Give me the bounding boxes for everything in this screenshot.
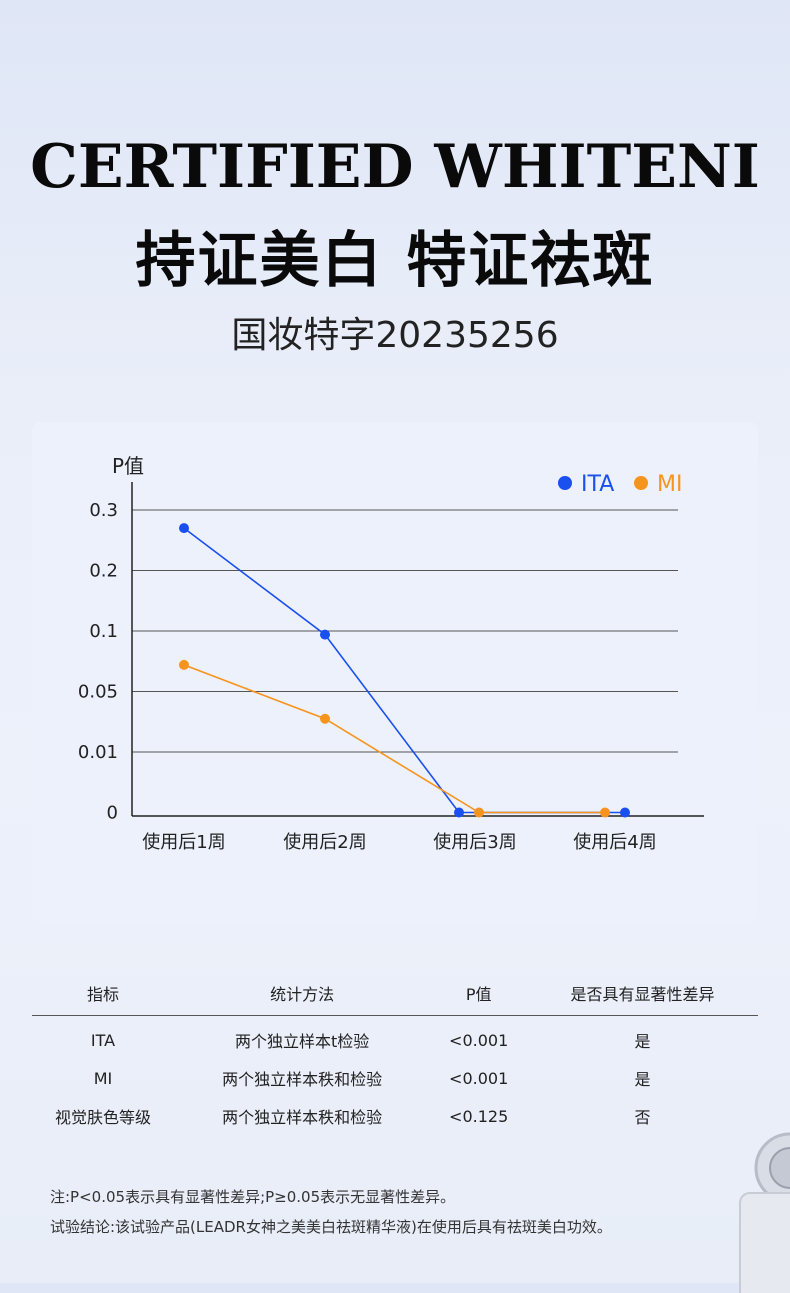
hero-title-en: CERTIFIED WHITENI (30, 132, 760, 202)
data-point-mi (320, 713, 330, 724)
table-cell: 两个独立样本秩和检验 (222, 1108, 383, 1127)
table-cell: <0.001 (449, 1030, 509, 1050)
x-tick-label: 使用后1周 (142, 832, 225, 853)
y-axis-title: P值 (112, 454, 144, 478)
results-table-wrap: 指标 统计方法 P值 是否具有显著性差异 ITA 两个独立样本t检验 <0.00… (32, 972, 758, 1135)
chart-card: 0.3 0.2 0.1 0.05 0.01 0 P值使用后1周 使用后2周 使用后3周 使用后4周… (32, 422, 758, 922)
header-p-value: P值 (430, 972, 528, 1016)
table-cell: 是 (634, 1032, 651, 1051)
y-tick-label: 0.05 (78, 682, 118, 703)
header-significance: 是否具有显著性差异 (527, 972, 758, 1016)
table-row: 视觉肤色等级 两个独立样本秩和检验 <0.125 否 (32, 1097, 758, 1135)
table-cell: ITA (90, 1030, 116, 1050)
data-point-ita (454, 807, 464, 818)
data-point-mi (179, 659, 189, 670)
series-line-mi (183, 664, 605, 814)
table-cell: MI (93, 1068, 113, 1088)
footnotes: 注:P<0.05表示具有显著性差异;P≥0.05表示无显著性差异。 试验结论:该… (50, 1182, 612, 1242)
table-cell: <0.125 (449, 1106, 509, 1126)
legend-marker-ita (558, 476, 572, 490)
table-header-row: 指标 统计方法 P值 是否具有显著性差异 (32, 972, 758, 1016)
product-bottle-decoration (739, 1132, 790, 1293)
table-cell: 两个独立样本t检验 (234, 1032, 370, 1051)
data-point-mi (600, 807, 610, 818)
x-tick-label: 使用后2周 (283, 832, 366, 853)
header-method: 统计方法 (174, 972, 431, 1016)
legend-label-ita: ITA (581, 472, 614, 497)
legend-label-mi: MI (657, 472, 682, 497)
table-cell: 视觉肤色等级 (54, 1108, 151, 1127)
y-tick-label: 0.01 (78, 742, 118, 763)
y-tick-label: 0 (107, 803, 118, 824)
note-significance: 注:P<0.05表示具有显著性差异;P≥0.05表示无显著性差异。 (50, 1188, 456, 1206)
x-tick-label: 使用后3周 (433, 832, 516, 853)
y-tick-label: 0.2 (89, 561, 118, 582)
table-cell: <0.001 (449, 1068, 509, 1088)
results-table: 指标 统计方法 P值 是否具有显著性差异 ITA 两个独立样本t检验 <0.00… (32, 972, 758, 1135)
table-cell: 两个独立样本秩和检验 (222, 1070, 383, 1089)
header-indicator: 指标 (32, 972, 174, 1016)
y-tick-label: 0.3 (89, 500, 118, 521)
hero-title-cn: 持证美白 特证祛斑 (135, 226, 655, 296)
data-point-mi (474, 807, 484, 818)
table-row: MI 两个独立样本秩和检验 <0.001 是 (32, 1059, 758, 1097)
data-point-ita (320, 629, 330, 640)
table-cell: 是 (634, 1070, 651, 1089)
table-row: ITA 两个独立样本t检验 <0.001 是 (32, 1016, 758, 1060)
legend-marker-mi (634, 476, 648, 490)
data-point-ita (620, 807, 630, 818)
license-number: 国妆特字20235256 (231, 315, 559, 356)
data-point-ita (179, 523, 189, 534)
note-conclusion: 试验结论:该试验产品(LEADR女神之美美白祛斑精华液)在使用后具有祛斑美白功效… (50, 1218, 612, 1236)
y-tick-label: 0.1 (89, 621, 118, 642)
x-tick-label: 使用后4周 (573, 832, 656, 853)
table-cell: 否 (634, 1108, 651, 1127)
